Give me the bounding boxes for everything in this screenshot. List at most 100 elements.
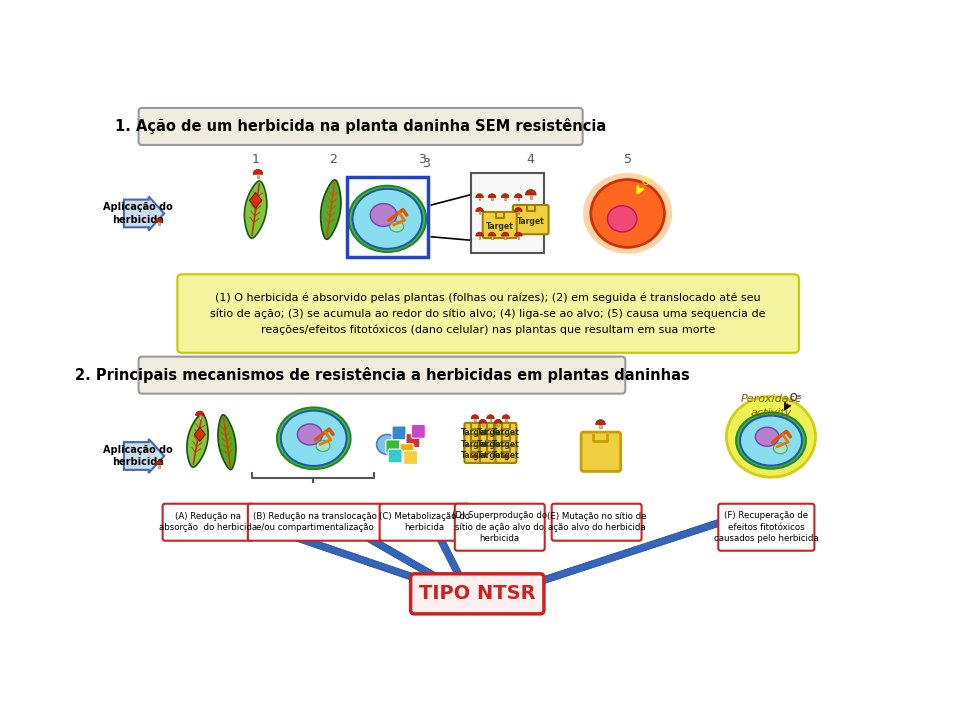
FancyBboxPatch shape	[471, 448, 479, 454]
FancyBboxPatch shape	[403, 451, 418, 464]
Ellipse shape	[316, 441, 330, 451]
Wedge shape	[489, 233, 495, 236]
FancyBboxPatch shape	[502, 448, 510, 454]
Ellipse shape	[390, 221, 403, 232]
Wedge shape	[515, 207, 522, 212]
FancyBboxPatch shape	[487, 448, 494, 454]
Ellipse shape	[583, 173, 672, 254]
FancyBboxPatch shape	[248, 504, 383, 541]
FancyBboxPatch shape	[599, 425, 602, 428]
Ellipse shape	[756, 427, 779, 446]
Wedge shape	[476, 233, 484, 236]
FancyBboxPatch shape	[479, 236, 480, 239]
Wedge shape	[155, 218, 162, 222]
FancyBboxPatch shape	[480, 446, 501, 463]
Text: (B) Redução na translocação
e/ou compartimentalização: (B) Redução na translocação e/ou compart…	[253, 512, 377, 533]
FancyBboxPatch shape	[465, 423, 486, 440]
FancyBboxPatch shape	[581, 432, 621, 472]
FancyBboxPatch shape	[138, 108, 583, 145]
FancyBboxPatch shape	[465, 434, 486, 451]
Wedge shape	[501, 233, 509, 236]
Text: Target: Target	[476, 451, 504, 461]
Wedge shape	[253, 169, 263, 174]
Ellipse shape	[727, 396, 816, 477]
Text: Aplicação do: Aplicação do	[103, 202, 173, 212]
FancyBboxPatch shape	[482, 423, 484, 426]
FancyBboxPatch shape	[495, 446, 516, 463]
FancyBboxPatch shape	[474, 458, 475, 460]
Text: (F) Recuperação de
efeitos fitotóxicos
causados pelo herbicida: (F) Recuperação de efeitos fitotóxicos c…	[714, 511, 819, 543]
Text: (A) Redução na
absorção  do herbicida: (A) Redução na absorção do herbicida	[159, 512, 257, 533]
Wedge shape	[479, 419, 487, 423]
FancyBboxPatch shape	[479, 212, 480, 215]
Text: Target: Target	[516, 217, 544, 225]
Wedge shape	[196, 411, 204, 415]
FancyBboxPatch shape	[399, 444, 414, 457]
FancyBboxPatch shape	[505, 418, 507, 421]
Ellipse shape	[281, 410, 347, 466]
FancyArrow shape	[314, 505, 453, 588]
Polygon shape	[245, 181, 267, 238]
FancyBboxPatch shape	[517, 212, 519, 215]
Wedge shape	[502, 415, 510, 418]
FancyBboxPatch shape	[487, 436, 494, 442]
Text: O⁻: O⁻	[789, 392, 803, 402]
FancyBboxPatch shape	[527, 207, 535, 212]
FancyArrow shape	[421, 506, 467, 587]
Text: Target: Target	[461, 451, 489, 461]
FancyBboxPatch shape	[386, 440, 399, 454]
Ellipse shape	[348, 186, 426, 252]
Text: 4: 4	[527, 153, 535, 166]
FancyBboxPatch shape	[474, 418, 476, 421]
FancyBboxPatch shape	[502, 424, 510, 431]
Text: Target: Target	[492, 428, 519, 437]
Wedge shape	[471, 454, 478, 458]
Text: (C) Metabolização do
herbicida: (C) Metabolização do herbicida	[379, 512, 470, 533]
FancyBboxPatch shape	[718, 504, 814, 551]
Wedge shape	[471, 415, 479, 418]
FancyBboxPatch shape	[517, 197, 519, 200]
Wedge shape	[501, 194, 509, 197]
Ellipse shape	[376, 434, 398, 454]
FancyBboxPatch shape	[513, 205, 548, 234]
Text: Target: Target	[461, 440, 489, 449]
Polygon shape	[218, 415, 236, 469]
Text: 2: 2	[329, 153, 337, 166]
Text: Peroxidase
activity: Peroxidase activity	[740, 395, 802, 418]
FancyBboxPatch shape	[199, 415, 201, 419]
FancyBboxPatch shape	[388, 449, 402, 463]
FancyBboxPatch shape	[479, 197, 480, 200]
Text: 1. Ação de um herbicida na planta daninha SEM resistência: 1. Ação de um herbicida na planta daninh…	[114, 118, 606, 135]
Text: 1: 1	[252, 153, 259, 166]
FancyBboxPatch shape	[495, 434, 516, 451]
Text: 2. Principais mecanismos de resistência a herbicidas em plantas daninhas: 2. Principais mecanismos de resistência …	[75, 367, 689, 383]
FancyBboxPatch shape	[471, 436, 479, 442]
FancyBboxPatch shape	[162, 504, 254, 541]
FancyArrow shape	[207, 504, 442, 590]
FancyBboxPatch shape	[496, 213, 504, 220]
Wedge shape	[476, 194, 484, 197]
Text: (1) O herbicida é absorvido pelas plantas (folhas ou raízes); (2) em seguida é t: (1) O herbicida é absorvido pelas planta…	[210, 292, 766, 335]
FancyBboxPatch shape	[392, 426, 406, 440]
FancyBboxPatch shape	[471, 174, 544, 253]
FancyBboxPatch shape	[465, 446, 486, 463]
FancyBboxPatch shape	[138, 356, 625, 394]
Wedge shape	[503, 454, 509, 458]
FancyBboxPatch shape	[552, 504, 641, 541]
Wedge shape	[525, 189, 537, 195]
FancyBboxPatch shape	[504, 197, 506, 200]
Text: herbicida: herbicida	[112, 457, 164, 467]
FancyBboxPatch shape	[497, 423, 499, 426]
Ellipse shape	[740, 415, 802, 466]
FancyBboxPatch shape	[483, 212, 516, 238]
Wedge shape	[476, 207, 484, 212]
Text: Aplicação do: Aplicação do	[103, 445, 173, 455]
Text: 5: 5	[624, 153, 632, 166]
FancyBboxPatch shape	[178, 274, 799, 353]
FancyBboxPatch shape	[158, 222, 159, 225]
Polygon shape	[187, 414, 208, 467]
FancyArrow shape	[124, 439, 164, 473]
Ellipse shape	[608, 206, 636, 232]
FancyBboxPatch shape	[517, 236, 519, 239]
Wedge shape	[515, 233, 522, 236]
